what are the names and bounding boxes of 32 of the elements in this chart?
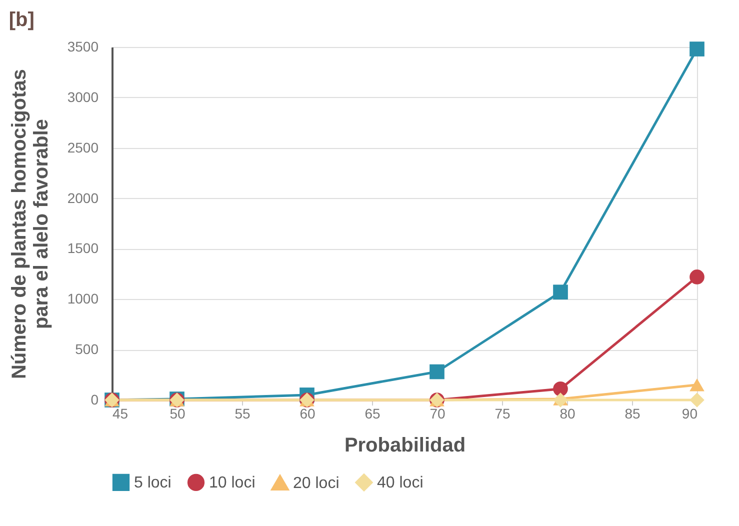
- y-tick-label: 0: [90, 392, 99, 408]
- x-tick-label: 50: [170, 406, 186, 422]
- legend-label: 40 loci: [377, 474, 424, 492]
- y-axis-title: Número de plantas homocigotas para el alelo favorable: [8, 68, 52, 380]
- point: [690, 378, 704, 392]
- x-axis-title: Probabilidad: [344, 434, 466, 456]
- y-tick-label: 2500: [67, 139, 99, 156]
- y-tick-label: 1500: [67, 240, 99, 256]
- point: [690, 42, 704, 56]
- x-tick-label: 80: [560, 406, 576, 422]
- legend-label: 5 loci: [134, 474, 172, 492]
- point: [430, 364, 444, 380]
- point: [690, 392, 704, 408]
- x-tick-label: 90: [682, 406, 698, 422]
- y-tick-label: 2000: [67, 190, 99, 206]
- y-tick-label: 500: [75, 341, 99, 358]
- x-tick-label: 70: [430, 406, 446, 422]
- x-tick-label: 45: [112, 406, 128, 422]
- y-tick-label: 1000: [67, 290, 99, 307]
- point: [690, 270, 704, 284]
- y-tick-label: 3000: [67, 88, 99, 105]
- x-tick-label: 85: [624, 406, 640, 422]
- chart-title: [b]: [8, 9, 34, 31]
- x-tick-label: 65: [364, 406, 380, 422]
- x-tick-label: 60: [300, 406, 316, 422]
- point: [553, 382, 568, 396]
- legend-label: 20 loci: [293, 474, 340, 492]
- point: [553, 284, 568, 300]
- x-tick-label: 55: [234, 406, 250, 422]
- legend-label: 10 loci: [209, 474, 256, 492]
- x-tick-label: 75: [494, 406, 510, 422]
- y-tick-label: 3500: [67, 38, 99, 54]
